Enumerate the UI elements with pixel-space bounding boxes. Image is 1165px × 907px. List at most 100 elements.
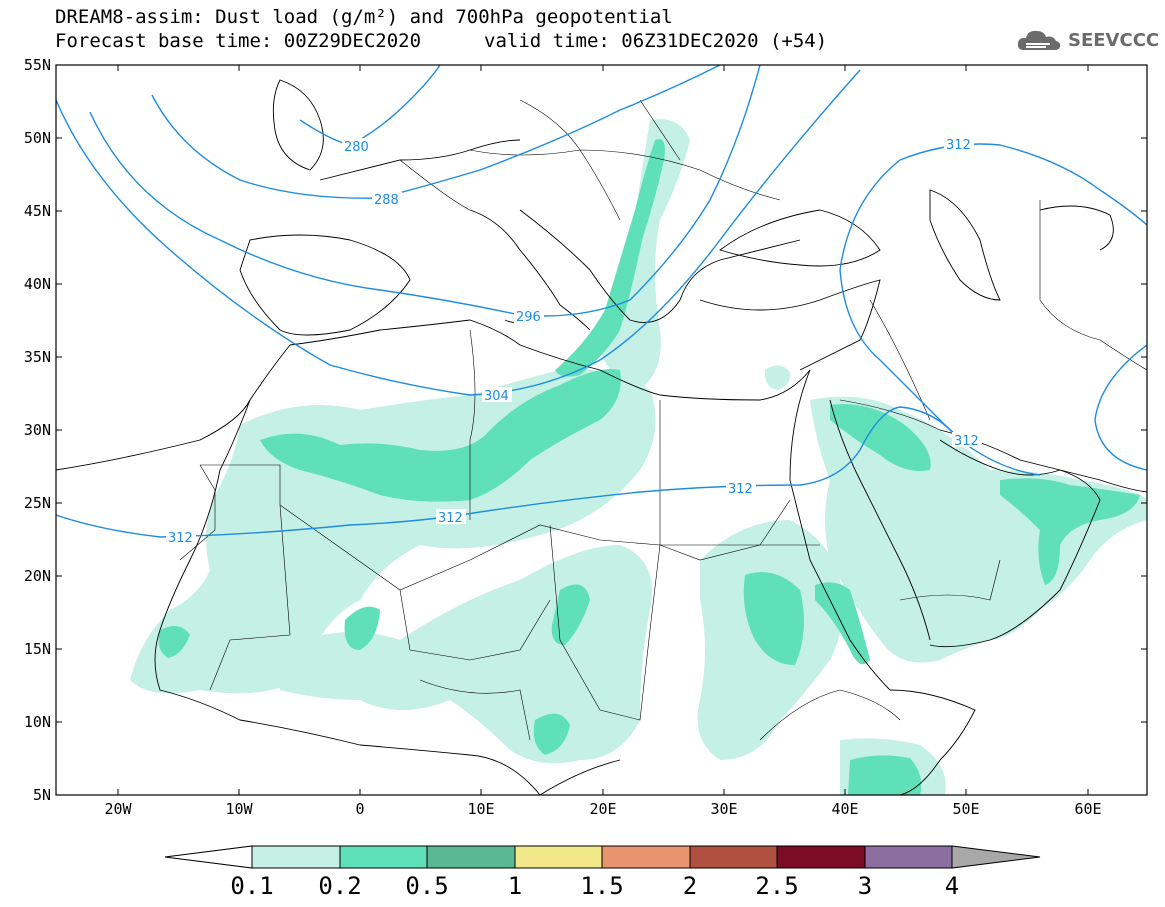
contour-304 [56, 69, 861, 396]
dust-core-guinea [158, 626, 190, 658]
colorbar-tick-label: 0.2 [318, 872, 361, 900]
lat-label: 40N [24, 275, 51, 293]
dust-mid-layer [158, 139, 1140, 795]
colorbar-box [251, 845, 341, 869]
contour-label: 312 [954, 434, 979, 449]
lat-label: 25N [24, 494, 51, 512]
lon-label: 20E [589, 800, 616, 818]
coast-north-africa [56, 319, 811, 471]
coast-balkans-greece [519, 209, 801, 323]
coast-caspian [929, 189, 1001, 301]
longitude-labels: 20W 10W 0 10E 20E 30E 40E 50E 60E [104, 800, 1101, 818]
contour-label: 288 [374, 193, 399, 208]
border-west-sahara [179, 464, 216, 561]
lat-label: 10N [24, 713, 51, 731]
dust-core-cameroon [533, 713, 570, 755]
valid-time: valid time: 06Z31DEC2020 (+54) [484, 30, 828, 52]
logo-text: SEEVCCC [1068, 29, 1160, 51]
border-central-asia [1039, 200, 1147, 371]
dust-core-sudan [743, 572, 804, 665]
contour-label: 312 [168, 531, 193, 546]
border-mali [209, 504, 291, 691]
border-saudi [839, 399, 1001, 601]
dust-region-balkans [600, 119, 690, 391]
colorbar-tick-label: 1 [508, 872, 522, 900]
border-nigeria [419, 679, 531, 741]
lon-label: 40E [831, 800, 858, 818]
colorbar-box [776, 845, 866, 869]
lon-label: 20W [104, 800, 132, 818]
contour-label: 312 [438, 511, 463, 526]
coast-red-sea [789, 369, 931, 691]
contour-280 [299, 65, 441, 146]
axis-ticks [56, 64, 1147, 796]
coast-british-isles [272, 79, 324, 171]
map-title: DREAM8-assim: Dust load (g/m²) and 700hP… [55, 6, 673, 28]
border-europe-2 [519, 99, 681, 221]
colorbar-tick-label: 1.5 [580, 872, 623, 900]
colorbar [164, 845, 1041, 869]
lon-label: 60E [1074, 800, 1101, 818]
lon-label: 10E [467, 800, 494, 818]
colorbar-min-arrow [164, 845, 253, 869]
colorbar-box [864, 845, 953, 869]
colorbar-tick-label: 0.1 [230, 872, 273, 900]
border-sahara-grid-1 [200, 464, 820, 591]
contour-296 [89, 65, 761, 317]
contour-label: 296 [516, 310, 541, 325]
colorbar-tick-label: 3 [858, 872, 872, 900]
contour-labels: 280 288 296 304 312 312 312 312 312 [166, 136, 982, 546]
lat-label: 50N [24, 129, 51, 147]
lon-label: 0 [355, 800, 364, 818]
dust-core-chad [551, 584, 590, 645]
colorbar-tick-label: 0.5 [405, 872, 448, 900]
lon-label: 50E [952, 800, 979, 818]
base-time: Forecast base time: 00Z29DEC2020 [55, 30, 422, 52]
colorbar-box [689, 845, 778, 869]
colorbar-box [339, 845, 428, 869]
contour-312-far-east [1094, 344, 1147, 471]
colorbar-box [426, 845, 516, 869]
coast-black-sea [719, 209, 881, 267]
dust-region-levant [764, 365, 791, 390]
lon-label: 30E [710, 800, 737, 818]
lat-label: 30N [24, 421, 51, 439]
dust-core-niger [344, 606, 380, 650]
colorbar-tick-label: 4 [945, 872, 959, 900]
border-ethiopia [759, 689, 901, 741]
colorbar-labels: 0.1 0.2 0.5 1 1.5 2 2.5 3 4 [230, 872, 959, 900]
contour-label: 312 [728, 482, 753, 497]
dust-core-ionian-plume [555, 139, 665, 377]
coast-gulf-of-guinea [539, 759, 621, 795]
coast-anatolia [699, 279, 881, 371]
contour-label: 280 [344, 140, 369, 155]
colorbar-box [601, 845, 691, 869]
dust-core-gulf [830, 404, 931, 471]
lat-label: 20N [24, 567, 51, 585]
coast-iberia [239, 234, 411, 336]
lat-label: 55N [24, 56, 51, 74]
lat-label: 45N [24, 202, 51, 220]
contour-label: 312 [946, 138, 971, 153]
lat-label: 35N [24, 348, 51, 366]
seevccc-logo: SEEVCCC [1016, 24, 1159, 56]
lat-label: 15N [24, 640, 51, 658]
coast-horn-africa [889, 689, 976, 795]
colorbar-tick-label: 2.5 [755, 872, 798, 900]
country-borders [179, 99, 1147, 741]
contour-312-east [839, 143, 1147, 271]
coast-west-africa [154, 399, 541, 795]
dust-core-oman [1000, 478, 1140, 585]
lat-label: 5N [33, 786, 51, 804]
latitude-labels: 55N 50N 45N 40N 35N 30N 25N 20N 15N 10N … [24, 56, 51, 804]
border-niger [399, 589, 551, 661]
cloud-logo-icon [1017, 30, 1061, 50]
colorbar-tick-label: 2 [683, 872, 697, 900]
dust-core-ethiopia [815, 582, 870, 665]
coast-arabia-gulf [929, 439, 1101, 648]
dust-core-horn [848, 755, 922, 795]
dust-core-algeria [260, 369, 621, 502]
border-iraq-iran [869, 299, 931, 421]
contour-label: 304 [484, 389, 509, 404]
